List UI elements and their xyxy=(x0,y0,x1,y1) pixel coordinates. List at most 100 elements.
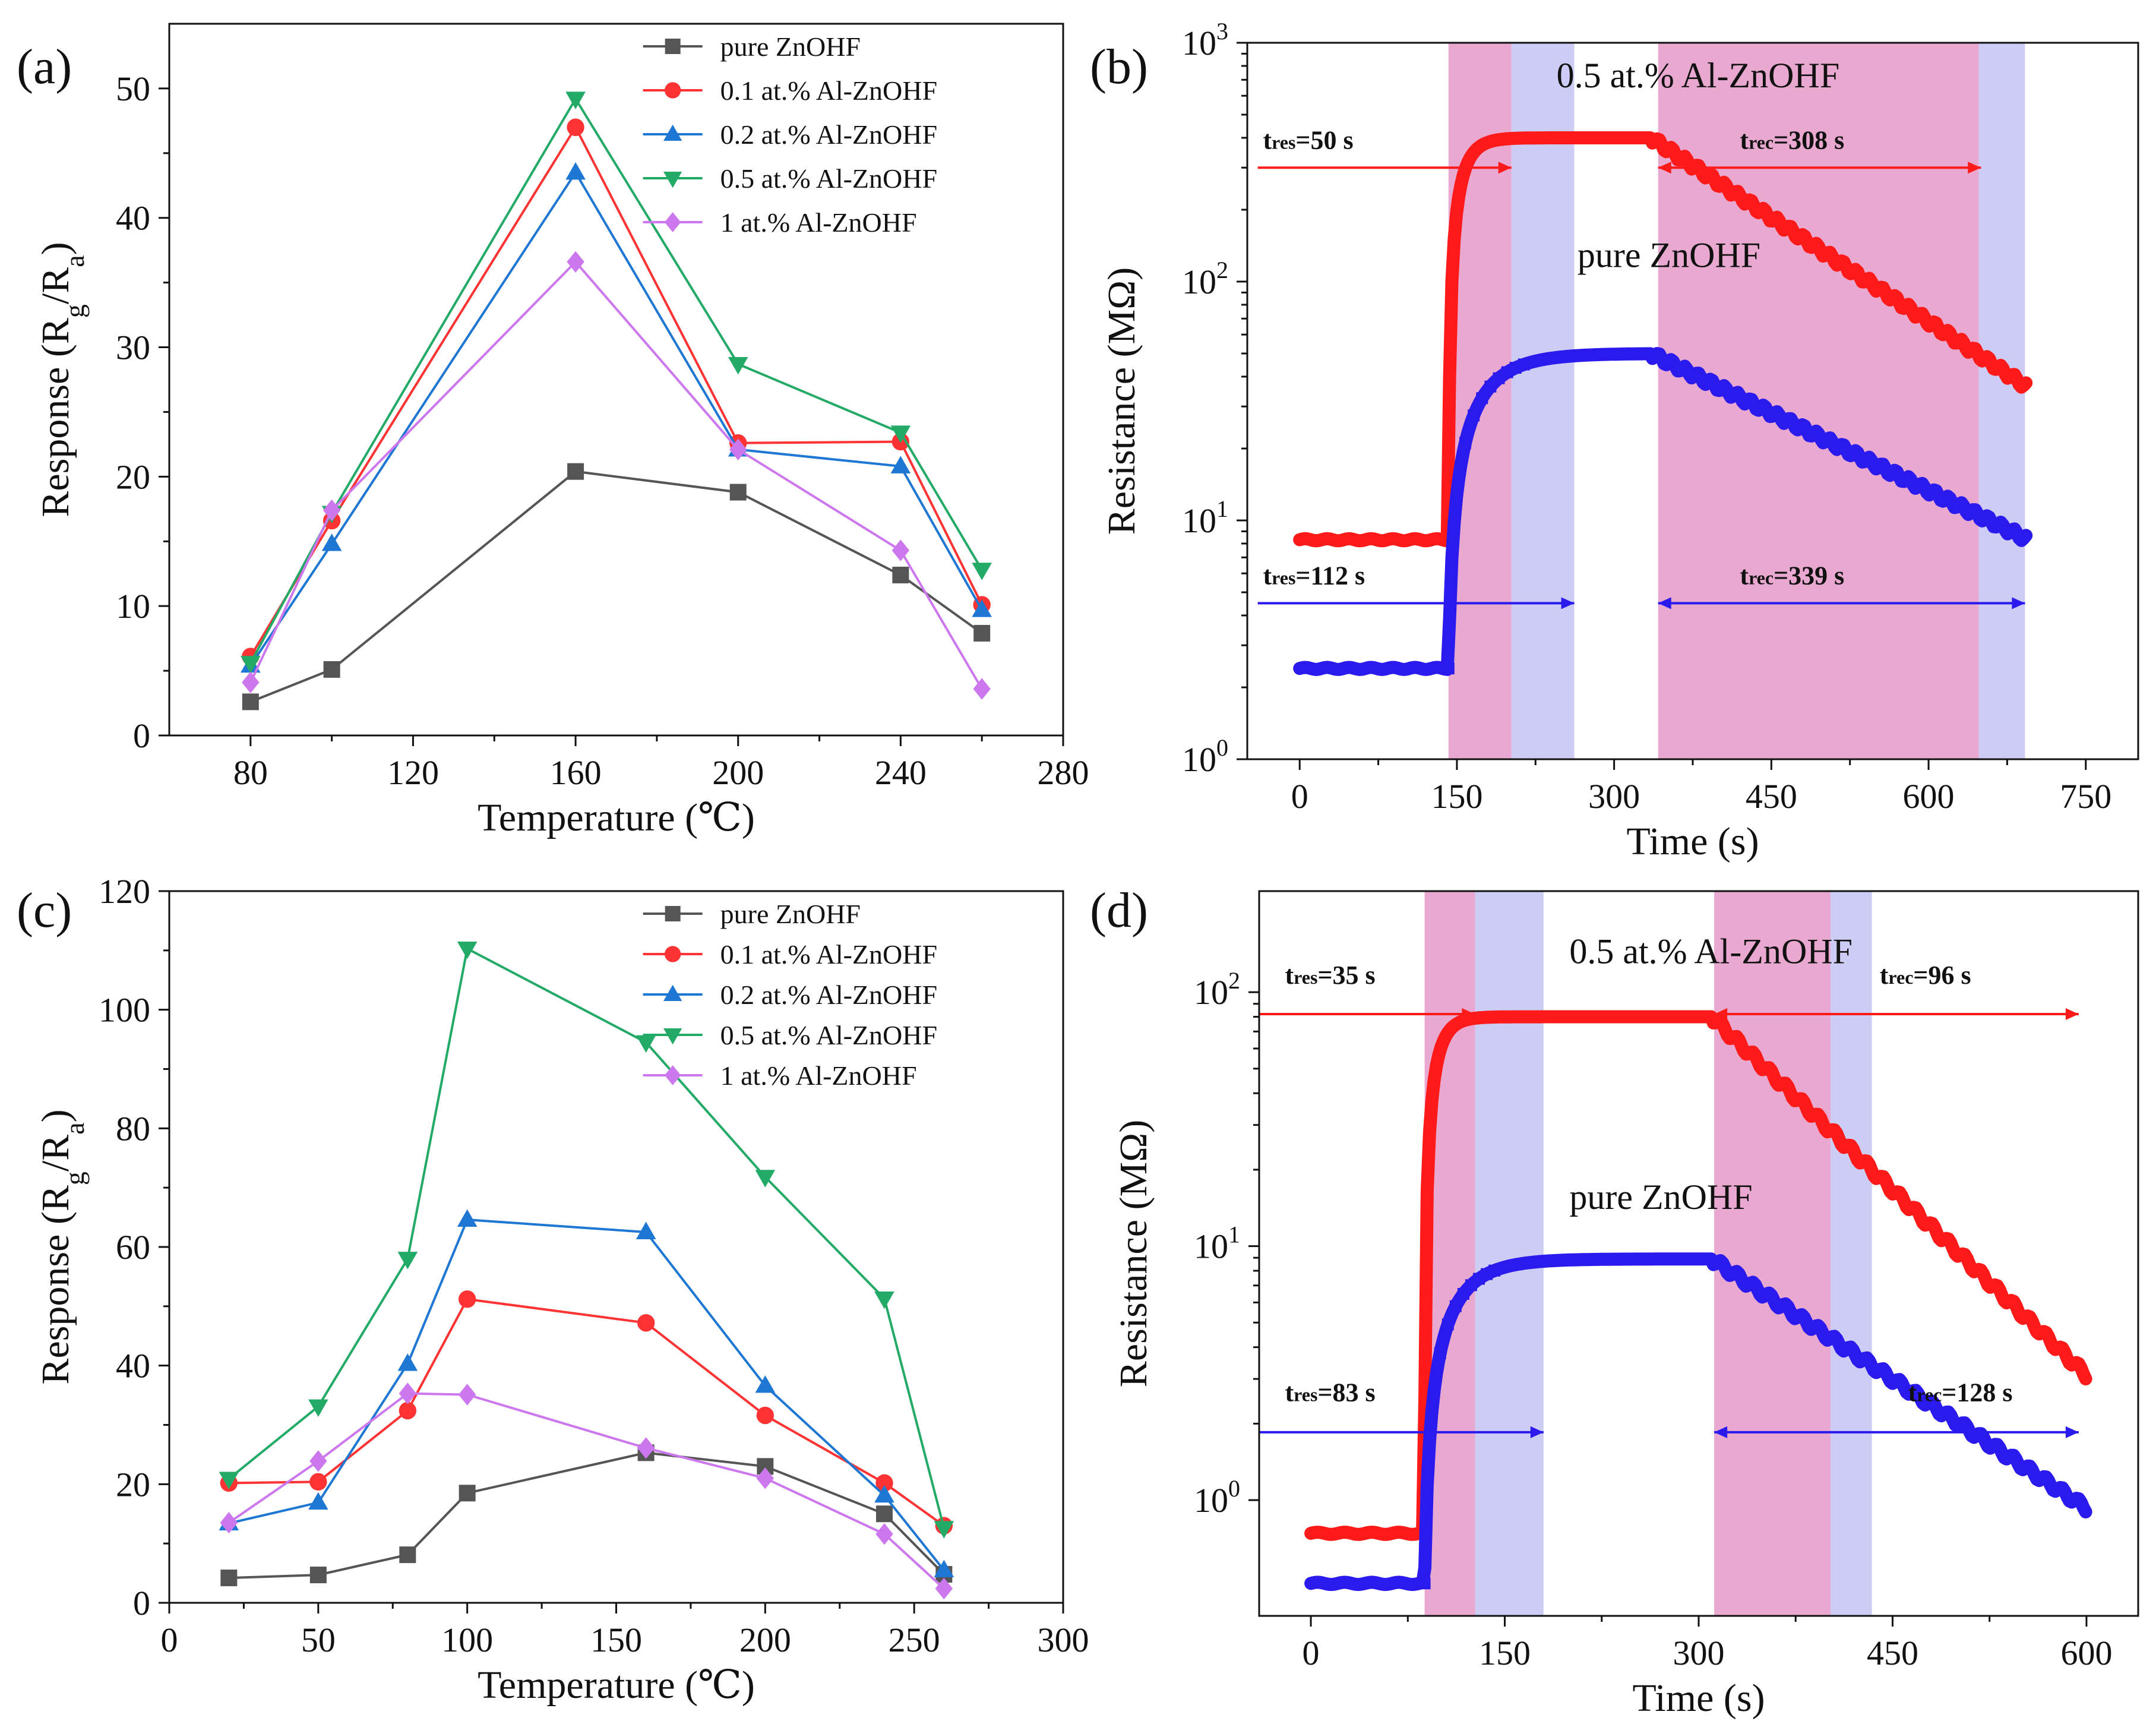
panel-a-legend-marker xyxy=(665,212,681,232)
panel-c-legend-marker xyxy=(665,906,681,921)
panel-a-xtick-label: 120 xyxy=(387,753,439,792)
panel-b-xtick-label: 150 xyxy=(1431,777,1482,816)
panel-a-data-point xyxy=(565,162,586,180)
panel-c-legend-entry: 0.2 at.% Al-ZnOHF xyxy=(720,980,937,1010)
panel-b-arrowhead xyxy=(2012,597,2025,610)
panel-b-time-label: tres=112 s xyxy=(1263,561,1365,591)
panel-c-data-point xyxy=(875,1474,893,1492)
panel-d-xtick-label: 150 xyxy=(1479,1634,1531,1672)
panel-c-xtick-label: 0 xyxy=(161,1621,178,1659)
panel-b-xtick-label: 750 xyxy=(2060,777,2111,816)
panel-c-xlabel: Temperature (℃) xyxy=(478,1663,755,1707)
time-label-sub: rec xyxy=(1917,1384,1942,1406)
panel-c-legend-marker xyxy=(663,1028,682,1045)
panel-a-ytick-label: 30 xyxy=(116,329,150,367)
time-label-value: =35 s xyxy=(1317,961,1375,990)
panel-d-arrowhead xyxy=(1714,1008,1728,1020)
panel-c-data-point xyxy=(459,1485,476,1502)
panel-a-xtick-label: 280 xyxy=(1038,753,1089,792)
panel-a-ytick-label: 50 xyxy=(116,70,150,108)
panel-a-legend-entry: 0.1 at.% Al-ZnOHF xyxy=(720,75,937,106)
panel-c-data-point xyxy=(756,1467,774,1489)
panel-d-exposure-band xyxy=(1831,891,1872,1616)
ytick-base: 10 xyxy=(1194,1481,1228,1520)
panel-a-legend-marker xyxy=(663,171,682,188)
panel-b-ytick-label: 102 xyxy=(1182,257,1228,301)
panel-c-series-line xyxy=(228,1392,945,1590)
panel-a-legend-marker xyxy=(663,124,682,141)
panel-a-plot: 80 120 160 200 240 280 0 10 20 30 40 50 Temperature … xyxy=(34,23,1089,839)
panel-c-data-point xyxy=(935,1577,953,1600)
panel-c-data-point xyxy=(755,1170,776,1188)
panel-a-ytick-label: 20 xyxy=(116,457,150,496)
panel-c-ytick-label: 60 xyxy=(116,1228,150,1267)
ytick-exponent: 0 xyxy=(1228,1475,1240,1502)
panel-a-ytick-label: 10 xyxy=(116,587,150,626)
panel-b-xtick-label: 450 xyxy=(1746,777,1797,816)
panel-c-data-point xyxy=(755,1375,776,1393)
time-label-t: t xyxy=(1880,961,1889,990)
panel-b-ytick-label: 103 xyxy=(1182,18,1228,62)
panel-a-series-line xyxy=(249,170,983,667)
time-label-value: =128 s xyxy=(1942,1378,2012,1407)
panel-c-data-point xyxy=(308,1492,328,1510)
panel-c-legend-entry: pure ZnOHF xyxy=(720,899,861,929)
panel-c-data-point xyxy=(934,1559,954,1577)
panel-a-xtick-label: 160 xyxy=(550,753,602,792)
ylabel-subscript: g xyxy=(59,304,90,318)
panel-c-xtick-label: 300 xyxy=(1038,1621,1089,1659)
panel-b-time-label: tres=50 s xyxy=(1263,125,1353,154)
panel-c-data-point xyxy=(399,1382,417,1404)
panel-a-series-line xyxy=(249,260,983,690)
time-label-sub: rec xyxy=(1888,967,1913,988)
panel-c-data-point xyxy=(458,1384,476,1406)
panel-b-xtick-label: 300 xyxy=(1588,777,1640,816)
panel-c-data-point xyxy=(458,1290,476,1308)
panel-d-exposure-band xyxy=(1475,891,1544,1616)
time-label-t: t xyxy=(1740,125,1749,154)
panel-d-label: (d) xyxy=(1090,883,1148,938)
panel-d-arrowhead xyxy=(2065,1426,2079,1438)
panel-a-data-point xyxy=(242,693,259,711)
panel-a-legend-entry: 0.2 at.% Al-ZnOHF xyxy=(720,119,937,150)
panel-c-ytick-label: 40 xyxy=(116,1347,150,1385)
ytick-base: 10 xyxy=(1182,740,1216,779)
ylabel-part: Response (R xyxy=(34,318,77,517)
panel-a-data-point xyxy=(972,599,992,617)
panel-a-label: (a) xyxy=(17,39,72,94)
panel-d-xlabel: Time (s) xyxy=(1632,1676,1765,1720)
time-label-value: =50 s xyxy=(1295,125,1353,154)
panel-c-series-line xyxy=(229,1451,945,1580)
ylabel-part: ) xyxy=(34,242,77,255)
panel-b-label: (b) xyxy=(1090,39,1148,94)
panel-c-data-point xyxy=(457,941,478,959)
panel-b-arrowhead xyxy=(1968,162,1981,174)
ytick-exponent: 2 xyxy=(1216,257,1228,283)
panel-b-arrowhead xyxy=(1658,597,1671,610)
panel-c-xtick-label: 50 xyxy=(301,1621,336,1659)
panel-d-curve-marker xyxy=(1444,1022,1458,1035)
panel-d-ytick-label: 100 xyxy=(1194,1475,1240,1520)
time-label-value: =339 s xyxy=(1774,561,1844,591)
panel-a-data-point xyxy=(321,533,342,551)
panel-a-data-point xyxy=(241,656,261,674)
panel-b-curve-label: 0.5 at.% Al-ZnOHF xyxy=(1557,56,1840,95)
time-label-sub: res xyxy=(1272,567,1295,589)
panel-b-arrowhead xyxy=(1498,162,1512,174)
panel-d-curve-label: pure ZnOHF xyxy=(1569,1177,1752,1217)
panel-a-data-point xyxy=(567,463,584,480)
panel-b-arrowhead xyxy=(1561,597,1575,610)
panel-c-data-point xyxy=(876,1505,893,1523)
time-label-sub: res xyxy=(1294,1384,1317,1406)
ytick-base: 10 xyxy=(1182,501,1216,540)
ylabel-subscript: g xyxy=(59,1172,90,1185)
panel-a-xlabel: Temperature (℃) xyxy=(478,796,755,839)
ylabel-subscript: a xyxy=(59,255,90,267)
panel-b-curve-marker xyxy=(1445,280,1458,293)
panel-c-xtick-label: 150 xyxy=(590,1621,642,1659)
panel-a-data-point xyxy=(892,539,910,561)
panel-d-curve-marker xyxy=(1427,1080,1440,1093)
panel-a-data-point xyxy=(242,671,260,693)
